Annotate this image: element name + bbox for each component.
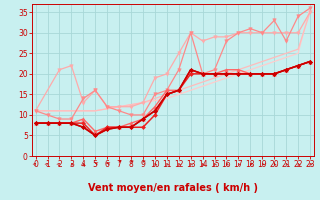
X-axis label: Vent moyen/en rafales ( km/h ): Vent moyen/en rafales ( km/h ) [88,183,258,193]
